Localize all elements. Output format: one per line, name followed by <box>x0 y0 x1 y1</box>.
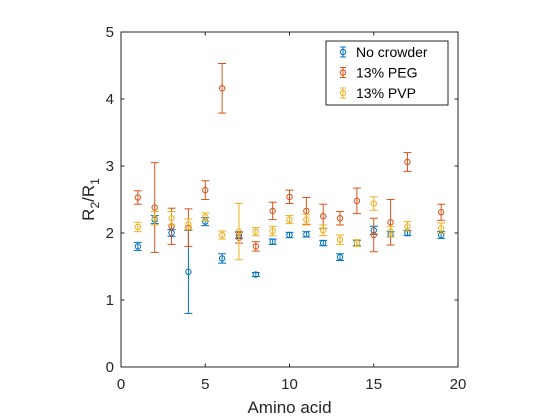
legend-box <box>325 40 449 106</box>
data-point <box>185 221 192 228</box>
data-point <box>269 207 276 215</box>
x-tick-label: 5 <box>201 376 209 393</box>
data-point <box>286 216 293 223</box>
x-tick-label: 10 <box>281 376 298 393</box>
data-point <box>151 204 158 211</box>
data-point <box>235 228 243 235</box>
data-point <box>303 231 310 238</box>
x-tick-label: 15 <box>365 376 382 393</box>
y-tick-label: 3 <box>106 158 114 175</box>
data-point <box>370 231 377 239</box>
data-point <box>303 207 310 215</box>
data-point <box>404 223 411 230</box>
data-point <box>320 213 327 220</box>
legend-entry-label: 13% PVP <box>356 85 416 101</box>
series-3 <box>133 196 446 261</box>
data-point <box>404 158 411 166</box>
data-point <box>303 216 310 223</box>
y-tick-label: 1 <box>106 292 114 309</box>
series-2 <box>133 62 446 253</box>
data-point <box>218 85 226 92</box>
data-point <box>134 194 142 201</box>
data-point <box>252 228 260 235</box>
x-tick-label: 20 <box>450 376 467 393</box>
y-tick-label: 4 <box>106 91 114 108</box>
y-tick-label: 2 <box>106 225 114 242</box>
legend-marker <box>339 89 347 97</box>
data-point <box>320 227 327 234</box>
x-tick-label: 0 <box>117 376 125 393</box>
data-point <box>134 243 142 250</box>
x-axis-label: Amino acid <box>247 398 331 417</box>
data-point <box>320 239 327 247</box>
data-point <box>437 209 445 216</box>
y-axis-label-sub2: 1 <box>88 178 102 185</box>
y-axis-label-main: R <box>79 209 98 221</box>
data-point <box>252 243 260 250</box>
data-point <box>437 225 445 232</box>
data-point <box>218 255 226 262</box>
data-point <box>202 186 209 194</box>
y-axis-label-slash: /R <box>79 185 98 202</box>
legend-marker <box>339 69 347 76</box>
y-axis-label: R2/R1 <box>79 178 102 221</box>
data-point <box>286 193 293 201</box>
data-point <box>353 197 361 205</box>
data-point <box>185 268 192 276</box>
data-point <box>370 200 377 207</box>
data-point <box>269 227 276 235</box>
y-axis-label-sub1: 2 <box>88 202 102 209</box>
data-point <box>218 231 226 239</box>
data-point <box>336 215 344 222</box>
data-point <box>168 215 175 222</box>
data-point <box>286 231 293 239</box>
axis-ticks: 0 5 10 15 20 0 1 2 3 4 5 <box>106 24 467 393</box>
data-point <box>252 271 260 278</box>
data-point <box>336 253 344 261</box>
data-point <box>387 228 394 235</box>
data-point <box>202 213 209 221</box>
y-tick-label: 5 <box>106 24 114 41</box>
legend-entry-label: No crowder <box>356 44 428 60</box>
data-point <box>134 223 142 231</box>
data-point <box>387 219 394 226</box>
data-point <box>336 236 344 243</box>
legend: No crowder 13% PEG 13% PVP <box>325 40 449 106</box>
legend-entry-label: 13% PEG <box>356 65 417 81</box>
y-tick-label: 0 <box>106 359 114 376</box>
data-point <box>353 239 361 247</box>
series-layer <box>133 62 446 314</box>
data-point <box>269 238 276 245</box>
legend-marker <box>339 48 347 56</box>
data-point <box>151 215 158 222</box>
